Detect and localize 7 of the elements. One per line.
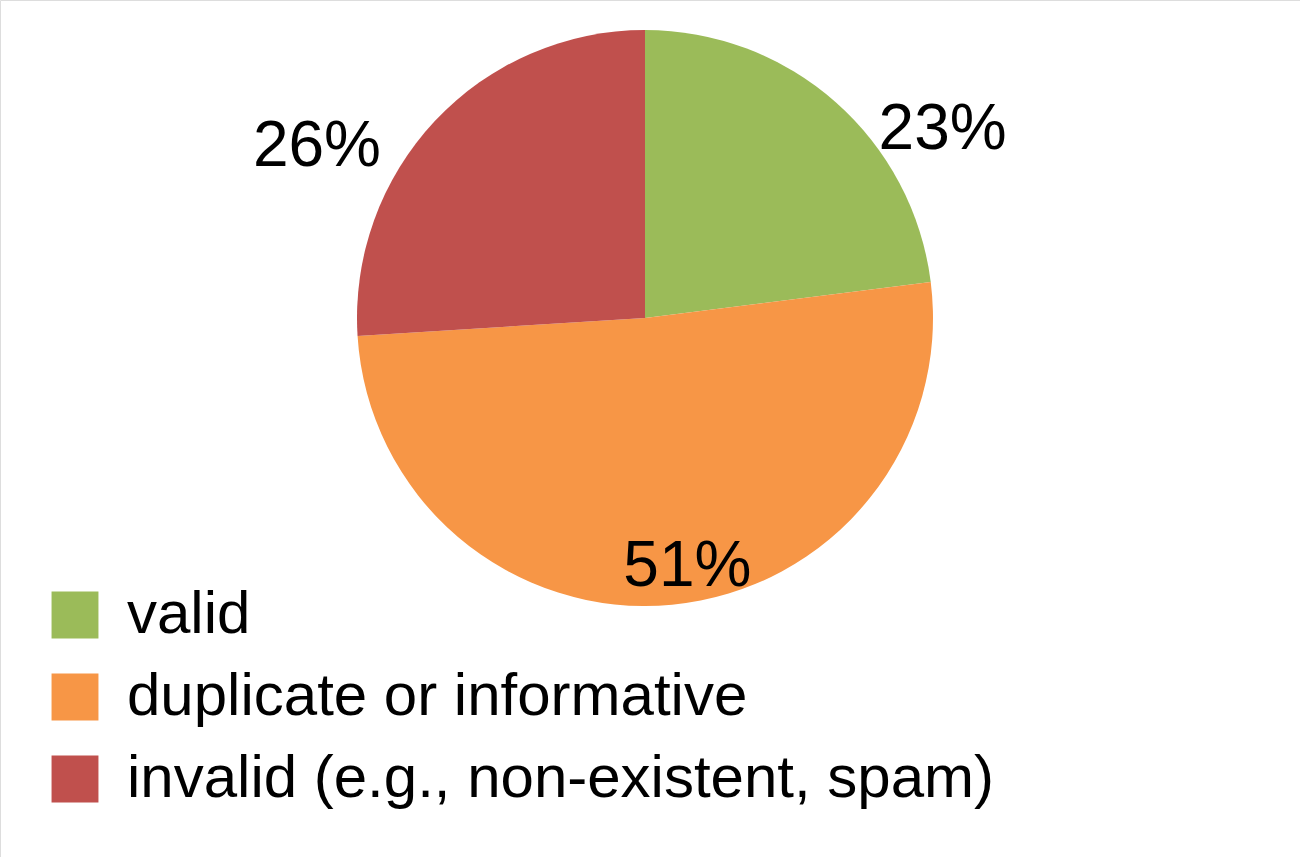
data-label: 26%	[252, 107, 382, 180]
legend-label: valid	[127, 579, 251, 646]
pie-slice	[357, 281, 933, 606]
legend-label: duplicate or informative	[127, 661, 748, 728]
data-label: 23%	[878, 91, 1007, 164]
data-label: 51%	[623, 527, 752, 600]
legend-label: invalid (e.g., non-existent, spam)	[127, 743, 995, 810]
